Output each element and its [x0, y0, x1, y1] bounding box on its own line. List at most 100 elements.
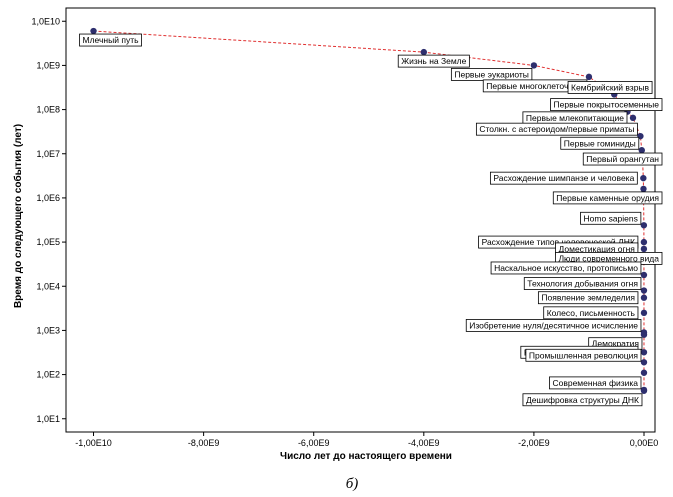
point-label-box: [550, 98, 663, 112]
y-axis-ticks: 1,0E10 1,0E9 1,0E8 1,0E7 1,0E6 1,0E5 1,0E4 1,0E…: [31, 16, 66, 424]
point-label-box: [489, 171, 638, 185]
point-label-text: Первые млекопитающие: [526, 113, 624, 123]
point-labels: Млечный путь Жизнь на Земле Первые эукарио…: [79, 33, 663, 407]
x-tick-label: -8,00E9: [188, 438, 220, 448]
point-label-text: Жизнь на Земле: [401, 56, 466, 66]
data-point: [640, 222, 648, 229]
figure-caption: б): [346, 476, 359, 492]
point-label-box: [567, 81, 653, 94]
point-label-20: Колесо, письменность: [543, 306, 639, 320]
data-point: [640, 331, 648, 338]
point-label-box: [537, 291, 639, 305]
data-point: [640, 387, 648, 394]
x-axis-ticks: -1,00E10 -8,00E9 -6,00E9 -4,00E9 -2,00E9 0,00…: [75, 432, 658, 448]
point-label-text: Расхождение шимпанзе и человека: [493, 173, 634, 183]
point-label-24: Промышленная революция: [525, 348, 642, 362]
point-label-17: Наскальное искусство, протописьмо: [490, 261, 642, 275]
data-point: [640, 271, 648, 279]
y-tick-label: 1,0E7: [36, 149, 60, 159]
point-label-text: Первые гоминиды: [564, 138, 636, 148]
point-label-21: Изобретение нуля/десятичное исчисление: [465, 319, 642, 332]
plot-border: [65, 7, 656, 433]
data-point: [629, 114, 637, 122]
point-label-box: [525, 348, 642, 362]
y-axis-label: Время до следующего события (лет): [12, 124, 24, 308]
point-label-text: Демократия: [592, 339, 640, 349]
data-point: [640, 185, 647, 193]
data-point: [90, 27, 97, 35]
y-tick-label: 1,0E10: [31, 16, 60, 26]
point-label-box: [465, 319, 642, 332]
y-tick-label: 1,0E4: [36, 281, 60, 291]
point-label-text: Столкн. с астероидом/первые приматы: [479, 124, 634, 134]
point-label-box: [543, 306, 639, 320]
point-label-text: Первые эукариоты: [454, 69, 529, 79]
point-label-text: Млечный путь: [83, 35, 140, 45]
data-point: [585, 73, 593, 81]
point-label-box: [475, 122, 638, 136]
point-label-18: Технология добывания огня: [523, 277, 642, 290]
point-label-text: Колесо, письменность: [547, 308, 636, 318]
data-point: [640, 174, 647, 182]
point-label-text: Первые покрытосеменные: [554, 100, 660, 110]
point-label-26: Современная физика: [549, 376, 642, 390]
point-label-box: [397, 54, 470, 68]
data-point: [640, 369, 648, 376]
data-point: [640, 238, 648, 246]
point-label-box: [552, 191, 663, 205]
point-label-text: Первые каменные орудия: [556, 193, 659, 203]
data-point: [640, 245, 648, 253]
point-label-text: Появление земледелия: [541, 293, 635, 303]
point-label-9: Первые гоминиды: [560, 136, 640, 150]
data-point: [530, 62, 538, 69]
point-label-text: Доместикация огня: [559, 244, 636, 254]
data-point: [640, 309, 648, 317]
point-label-12: Первые каменные орудия: [552, 191, 663, 205]
point-label-box: [560, 136, 640, 150]
y-tick-label: 1,0E1: [36, 414, 60, 424]
point-label-8: Столкн. с астероидом/первые приматы: [475, 122, 638, 136]
point-label-box: [582, 152, 663, 166]
data-point: [640, 349, 648, 356]
data-point: [640, 287, 648, 294]
y-tick-label: 1,0E5: [36, 237, 60, 247]
data-point: [640, 359, 648, 366]
point-label-15: Доместикация огня: [555, 242, 639, 256]
point-label-2: Жизнь на Земле: [397, 54, 470, 68]
point-label-text: Наскальное искусство, протописьмо: [494, 263, 638, 273]
x-tick-label: -2,00E9: [518, 438, 550, 448]
plot-frame: [65, 7, 656, 433]
point-label-text: Кембрийский взрыв: [571, 82, 649, 92]
point-label-text: Первые многоклеточные: [486, 81, 584, 91]
data-point: [640, 294, 648, 301]
point-label-box: [523, 277, 642, 290]
point-label-box: [490, 261, 642, 275]
point-label-text: Люди современного вида: [558, 253, 659, 263]
x-tick-label: 0,00E0: [630, 438, 659, 448]
point-label-6: Первые покрытосеменные: [550, 98, 663, 112]
point-label-13: Homo sapiens: [580, 211, 642, 225]
y-tick-label: 1,0E2: [36, 370, 60, 380]
point-label-19: Появление земледелия: [537, 291, 639, 305]
x-axis-label: Число лет до настоящего времени: [280, 451, 452, 462]
x-tick-label: -6,00E9: [298, 438, 330, 448]
point-label-7: Первые млекопитающие: [522, 111, 628, 125]
data-point: [638, 147, 645, 154]
point-label-text: Технология добывания огня: [527, 279, 638, 289]
point-label-text: Дешифровка структуры ДНК: [526, 395, 639, 405]
y-tick-label: 1,0E8: [36, 105, 60, 115]
point-label-1: Млечный путь: [79, 33, 142, 47]
data-point: [420, 48, 428, 56]
y-tick-label: 1,0E9: [36, 60, 60, 70]
point-label-27: Дешифровка структуры ДНК: [522, 393, 643, 407]
point-label-text: Первый орангутан: [586, 154, 659, 164]
point-label-text: Изобретение нуля/десятичное исчисление: [469, 320, 638, 330]
point-label-5: Кембрийский взрыв: [567, 81, 653, 94]
point-label-text: Промышленная революция: [529, 350, 638, 360]
point-label-box: [79, 33, 142, 47]
point-label-10: Первый орангутан: [582, 152, 663, 166]
point-label-11: Расхождение шимпанзе и человека: [489, 171, 638, 185]
x-tick-label: -4,00E9: [408, 438, 440, 448]
point-label-box: [549, 376, 642, 390]
